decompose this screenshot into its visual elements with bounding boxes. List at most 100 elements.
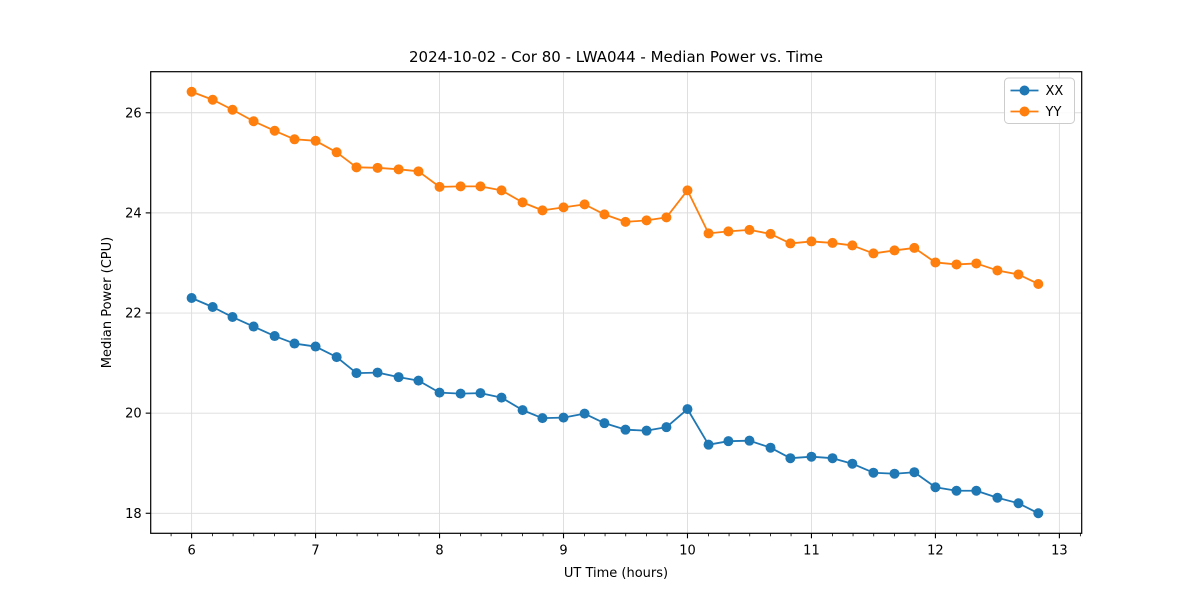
y-tick-label: 24 [125,206,142,221]
data-point-yy [1013,269,1024,280]
data-point-xx [971,485,982,496]
legend-entry-yy: YY [1010,105,1062,120]
data-point-xx [413,375,424,386]
y-tick-label: 20 [125,407,142,422]
data-point-yy [289,134,300,145]
chart-title: 2024-10-02 - Cor 80 - LWA044 - Median Po… [409,48,823,66]
series-yy [186,86,1044,289]
legend-label: XX [1046,84,1064,99]
data-point-xx [517,405,528,416]
data-point-yy [393,164,404,175]
series-layer [186,86,1044,519]
data-point-xx [723,436,734,447]
series-line-yy [190,90,1040,285]
x-tick-label: 13 [1051,543,1068,558]
data-point-xx [227,312,238,323]
data-point-yy [971,258,982,269]
axes: 6 7 8 9 10 11 12 13 18 20 22 24 26 [125,106,1081,558]
data-point-yy [847,240,858,251]
x-tick-label: 8 [435,543,443,558]
data-point-yy [744,224,755,235]
data-point-yy [496,185,507,196]
data-point-xx [703,439,714,450]
data-point-xx [393,372,404,383]
data-point-yy [889,245,900,256]
data-point-xx [620,424,631,435]
data-point-yy [765,228,776,239]
data-point-yy [227,104,238,115]
data-point-xx [930,482,941,493]
data-point-xx [310,341,321,352]
y-tick-label: 26 [125,106,142,121]
data-point-yy [703,228,714,239]
x-tick-label: 7 [311,543,319,558]
data-point-xx [868,467,879,478]
x-tick-label: 12 [927,543,944,558]
data-point-yy [661,212,672,223]
series-xx [186,292,1044,519]
legend-box [1004,77,1075,124]
data-point-xx [992,492,1003,503]
x-tick-label: 10 [679,543,696,558]
x-tick-label: 6 [187,543,195,558]
data-point-yy [682,185,693,196]
data-point-yy [207,94,218,105]
data-point-xx [827,453,838,464]
data-point-xx [909,467,920,478]
data-point-xx [248,321,259,332]
plot-border [150,71,1083,534]
data-point-xx [351,368,362,379]
data-point-xx [1013,498,1024,509]
data-point-xx [682,404,693,415]
y-tick-label: 22 [125,307,142,322]
data-point-yy [310,135,321,146]
data-point-yy [806,236,817,247]
data-point-yy [558,202,569,213]
data-point-yy [641,215,652,226]
data-point-yy [331,147,342,158]
data-point-yy [951,259,962,270]
x-axis-label: UT Time (hours) [564,566,668,581]
data-point-xx [331,352,342,363]
data-point-yy [248,116,259,127]
data-point-xx [847,458,858,469]
data-point-yy [827,237,838,248]
data-point-xx [1033,508,1044,519]
legend: XX YY [1004,77,1075,124]
data-point-yy [517,197,528,208]
data-point-yy [413,166,424,177]
data-point-yy [599,209,610,220]
data-point-yy [723,226,734,237]
legend-label: YY [1045,105,1062,120]
legend-marker-icon [1019,106,1030,117]
data-point-xx [599,418,610,429]
data-point-yy [930,257,941,268]
data-point-yy [186,86,197,97]
data-point-xx [641,425,652,436]
data-point-xx [579,408,590,419]
data-point-xx [744,435,755,446]
y-tick-label: 18 [125,507,142,522]
data-point-xx [186,292,197,303]
y-axis-label: Median Power (CPU) [100,237,115,368]
data-point-xx [455,388,466,399]
data-point-xx [475,388,486,399]
data-point-xx [372,367,383,378]
data-point-xx [207,302,218,313]
data-point-xx [951,485,962,496]
x-tick-label: 11 [803,543,820,558]
data-point-yy [909,242,920,253]
x-tick-label: 9 [559,543,567,558]
data-point-xx [785,453,796,464]
data-point-xx [558,412,569,423]
data-point-yy [269,125,280,136]
data-point-yy [992,265,1003,276]
data-point-xx [537,413,548,424]
grid [150,71,1082,534]
data-point-yy [1033,278,1044,289]
data-point-yy [537,205,548,216]
legend-entry-xx: XX [1010,84,1064,99]
data-point-yy [785,238,796,249]
